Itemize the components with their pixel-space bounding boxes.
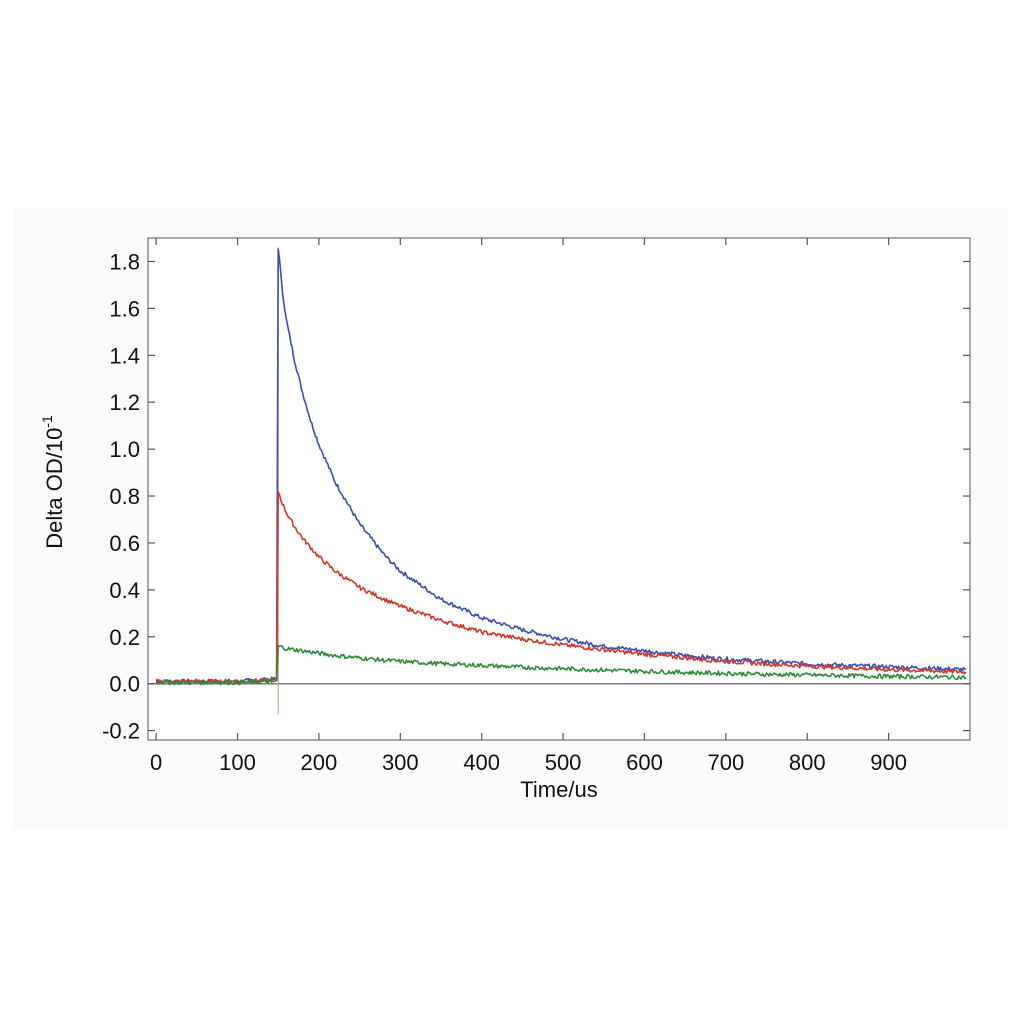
- y-tick-label: 1.0: [109, 437, 140, 462]
- x-tick-label: 200: [301, 750, 338, 775]
- y-tick-label: 0.2: [109, 625, 140, 650]
- x-axis-label: Time/us: [520, 777, 597, 802]
- y-axis-label: Delta OD/10-1: [39, 415, 67, 549]
- x-tick-label: 100: [219, 750, 256, 775]
- x-tick-label: 900: [870, 750, 907, 775]
- y-axis-label-base: Delta OD/10: [42, 428, 67, 549]
- y-tick-label: 0.8: [109, 484, 140, 509]
- y-tick-label: 0.6: [109, 531, 140, 556]
- plot-area: [147, 237, 971, 741]
- y-tick-label: 1.2: [109, 390, 140, 415]
- y-axis: -0.2 0.0 0.2 0.4 0.6 0.8 1.0 1.2 1.4 1.6 1.8: [102, 249, 970, 744]
- series-line-1: [155, 491, 967, 685]
- y-tick-label: 1.6: [109, 296, 140, 321]
- x-tick-label: 300: [382, 750, 419, 775]
- x-tick-label: 500: [545, 750, 582, 775]
- x-tick-label: 0: [150, 750, 162, 775]
- y-tick-label: 1.4: [109, 343, 140, 368]
- x-tick-label: 800: [789, 750, 826, 775]
- x-tick-label: 700: [707, 750, 744, 775]
- y-tick-label: 0.0: [109, 672, 140, 697]
- series-group: [155, 248, 967, 686]
- x-tick-label: 400: [463, 750, 500, 775]
- x-axis: 0 100 200 300 400 500 600 700 800 900: [150, 238, 907, 775]
- y-axis-label-superscript: -1: [39, 415, 55, 428]
- y-tick-label: -0.2: [102, 719, 140, 744]
- series-line-2: [155, 644, 967, 686]
- y-tick-label: 0.4: [109, 578, 140, 603]
- x-tick-label: 600: [626, 750, 663, 775]
- y-tick-label: 1.8: [109, 249, 140, 274]
